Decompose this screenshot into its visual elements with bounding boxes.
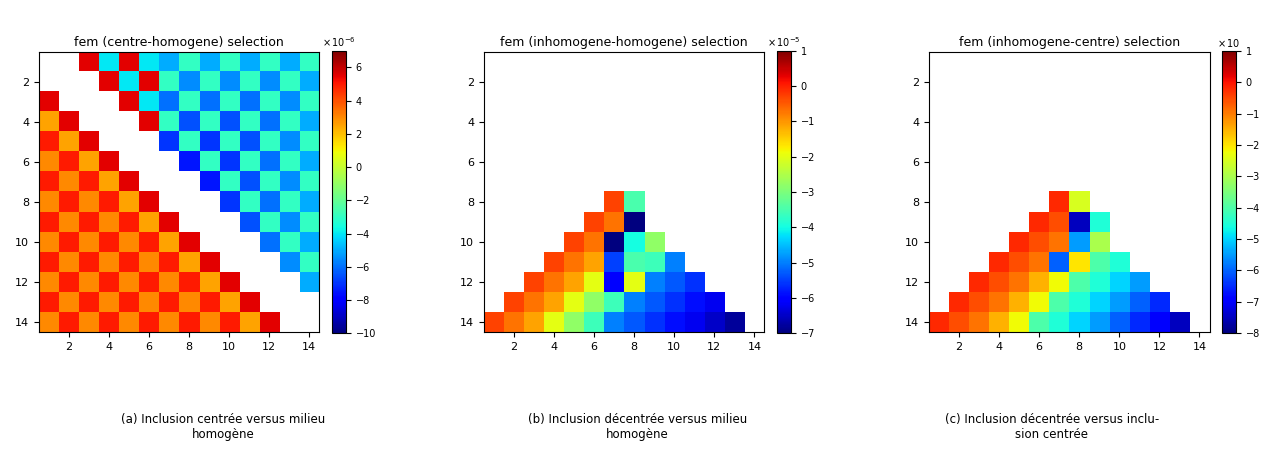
Title: $\times\,10^{-6}$: $\times\,10^{-6}$	[321, 35, 356, 49]
Text: (a) Inclusion centrée versus milieu
homogène: (a) Inclusion centrée versus milieu homo…	[121, 413, 325, 441]
Title: fem (inhomogene-centre) selection: fem (inhomogene-centre) selection	[959, 36, 1179, 49]
Text: (c) Inclusion décentrée versus inclu-
sion centrée: (c) Inclusion décentrée versus inclu- si…	[945, 413, 1159, 441]
Title: fem (inhomogene-homogene) selection: fem (inhomogene-homogene) selection	[500, 36, 748, 49]
Title: fem (centre-homogene) selection: fem (centre-homogene) selection	[74, 36, 284, 49]
Title: $\times\,10^{-5}$: $\times\,10^{-5}$	[768, 35, 801, 49]
Text: (b) Inclusion décentrée versus milieu
homogène: (b) Inclusion décentrée versus milieu ho…	[528, 413, 747, 441]
Title: $\times\,10$: $\times\,10$	[1218, 36, 1241, 49]
